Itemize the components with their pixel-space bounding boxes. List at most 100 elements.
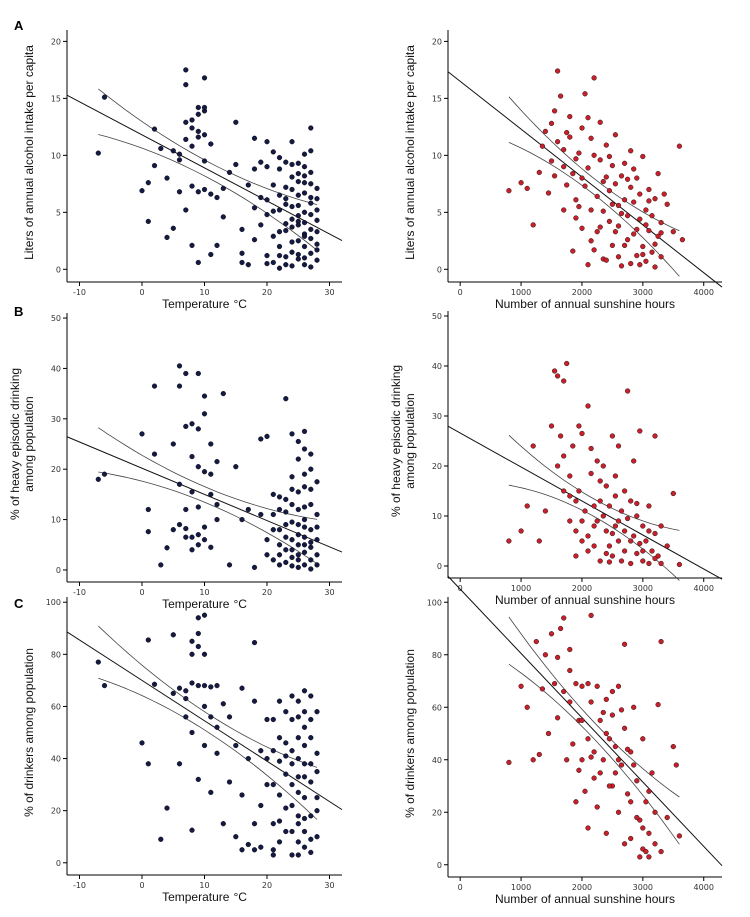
data-point xyxy=(567,646,573,653)
data-point xyxy=(301,446,308,452)
data-point xyxy=(564,757,570,763)
data-point xyxy=(573,498,579,504)
x-tick-label: 30 xyxy=(324,881,334,890)
data-point xyxy=(264,755,270,762)
data-point xyxy=(201,132,208,138)
y-axis-label: % of heavy episodic drinking xyxy=(389,365,403,517)
data-point xyxy=(676,143,683,149)
data-point xyxy=(295,506,301,513)
data-point xyxy=(628,148,634,154)
data-point xyxy=(600,757,606,763)
data-point xyxy=(570,171,576,177)
data-point xyxy=(270,847,276,853)
regression-line xyxy=(447,71,723,288)
data-point xyxy=(276,527,283,533)
data-point xyxy=(170,527,176,533)
data-point xyxy=(582,183,588,189)
data-point xyxy=(615,223,622,229)
data-point xyxy=(251,639,258,646)
data-point xyxy=(289,563,295,569)
data-point xyxy=(258,436,264,442)
data-point xyxy=(646,830,652,836)
x-tick-label: 4000 xyxy=(694,883,714,892)
data-point xyxy=(640,243,646,250)
data-point xyxy=(308,836,314,842)
data-point xyxy=(551,680,558,687)
data-point xyxy=(634,513,640,519)
data-point xyxy=(195,532,201,538)
data-point xyxy=(101,682,108,689)
data-point xyxy=(233,742,239,749)
data-point xyxy=(612,132,619,138)
data-point xyxy=(652,433,658,439)
data-point xyxy=(567,518,573,524)
data-point xyxy=(289,431,295,437)
panel-label-c: C xyxy=(14,596,24,611)
data-point xyxy=(536,169,542,176)
data-point xyxy=(576,488,582,494)
data-point xyxy=(314,196,320,202)
data-point xyxy=(201,537,208,543)
data-point xyxy=(245,755,251,762)
data-point xyxy=(530,443,536,449)
data-point xyxy=(609,530,616,537)
data-point xyxy=(295,714,301,720)
data-point xyxy=(283,828,289,835)
data-point xyxy=(295,218,301,225)
data-point xyxy=(308,761,314,767)
x-tick-label: 30 xyxy=(324,288,334,297)
data-point xyxy=(251,821,258,827)
data-point xyxy=(301,549,308,555)
data-point xyxy=(239,685,245,691)
data-point xyxy=(314,768,320,775)
ci-lower-band xyxy=(98,677,318,820)
data-point xyxy=(564,360,570,367)
data-point xyxy=(308,557,314,563)
data-point xyxy=(301,524,308,530)
data-point xyxy=(276,253,283,259)
ci-upper-band xyxy=(508,96,680,232)
data-point xyxy=(289,547,295,553)
data-point xyxy=(276,506,283,513)
data-point xyxy=(201,393,208,399)
data-point xyxy=(301,828,308,835)
data-point xyxy=(195,682,201,689)
data-point xyxy=(301,164,308,170)
data-point xyxy=(609,712,616,718)
data-point xyxy=(295,438,301,445)
data-point xyxy=(289,748,295,754)
data-point xyxy=(170,690,176,697)
data-point xyxy=(658,848,664,855)
data-point xyxy=(289,554,295,561)
data-point xyxy=(189,680,195,686)
data-point xyxy=(661,191,667,197)
data-point xyxy=(289,216,295,222)
data-point xyxy=(573,799,579,805)
x-tick-label: -10 xyxy=(73,288,86,297)
y-tick-label: 50 xyxy=(51,314,61,323)
data-point xyxy=(308,212,314,218)
data-point xyxy=(283,521,289,528)
data-point xyxy=(308,539,314,545)
data-point xyxy=(295,489,301,495)
data-point xyxy=(189,143,195,149)
data-point xyxy=(554,654,561,661)
data-point xyxy=(551,368,558,374)
x-tick-label: 4000 xyxy=(694,584,714,593)
data-point xyxy=(606,153,613,160)
data-point xyxy=(615,683,622,689)
data-point xyxy=(670,490,676,497)
data-point xyxy=(195,504,201,510)
data-point xyxy=(239,250,245,256)
data-point xyxy=(283,196,289,202)
data-point xyxy=(251,698,258,704)
y-tick-label: 10 xyxy=(432,512,442,521)
data-point xyxy=(597,558,603,564)
data-point xyxy=(609,242,616,249)
data-point xyxy=(612,493,619,499)
data-point xyxy=(640,251,646,258)
y-tick-label: 20 xyxy=(432,808,442,817)
ci-lower-band xyxy=(98,134,318,251)
data-point xyxy=(208,684,214,690)
data-point xyxy=(551,173,558,179)
